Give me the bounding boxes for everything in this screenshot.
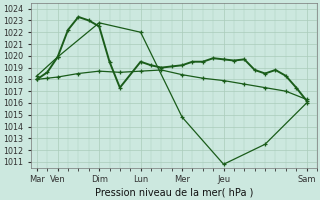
X-axis label: Pression niveau de la mer( hPa ): Pression niveau de la mer( hPa ) xyxy=(95,187,253,197)
